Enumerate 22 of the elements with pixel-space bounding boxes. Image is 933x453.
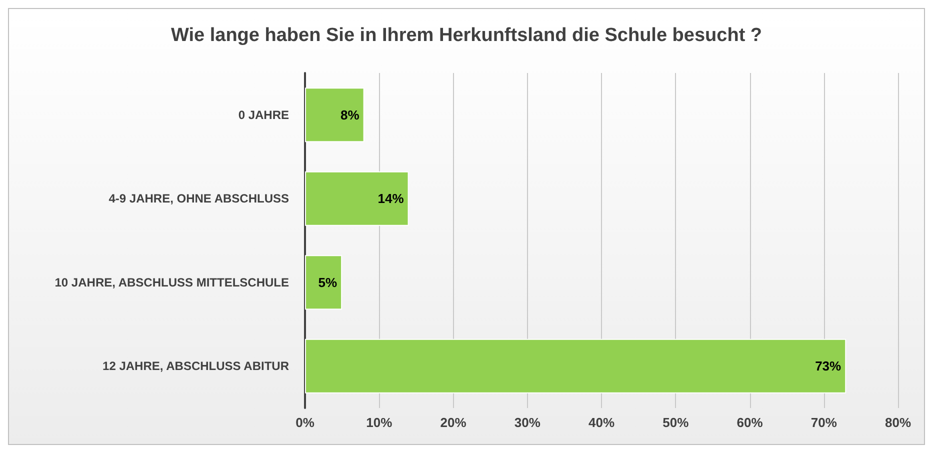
- bar: [305, 88, 364, 142]
- x-tick-label: 10%: [366, 415, 393, 430]
- data-label: 5%: [318, 274, 338, 290]
- x-tick-label: 50%: [662, 415, 690, 430]
- y-tick-label: 10 JAHRE, ABSCHLUSS MITTELSCHULE: [54, 275, 289, 290]
- x-tick-label: 40%: [588, 415, 615, 430]
- bar: [305, 338, 846, 394]
- x-tick-label: 60%: [736, 415, 764, 430]
- y-tick-label: 4-9 JAHRE, OHNE ABSCHLUSS: [108, 192, 289, 206]
- x-tick-label: 70%: [810, 415, 838, 430]
- x-tick-label: 0%: [296, 415, 315, 430]
- x-tick-label: 30%: [514, 415, 541, 430]
- bar: [305, 255, 342, 310]
- x-tick-label: 80%: [884, 415, 912, 430]
- y-tick-label: 0 JAHRE: [238, 108, 289, 122]
- data-label: 73%: [815, 358, 842, 374]
- chart-title: Wie lange haben Sie in Ihrem Herkunftsland die Schule besucht ?: [170, 25, 762, 46]
- x-tick-label: 20%: [440, 415, 467, 430]
- data-label: 14%: [378, 191, 404, 206]
- data-label: 8%: [340, 107, 360, 122]
- y-tick-label: 12 JAHRE, ABSCHLUSS ABITUR: [102, 359, 290, 374]
- bar: [305, 171, 409, 226]
